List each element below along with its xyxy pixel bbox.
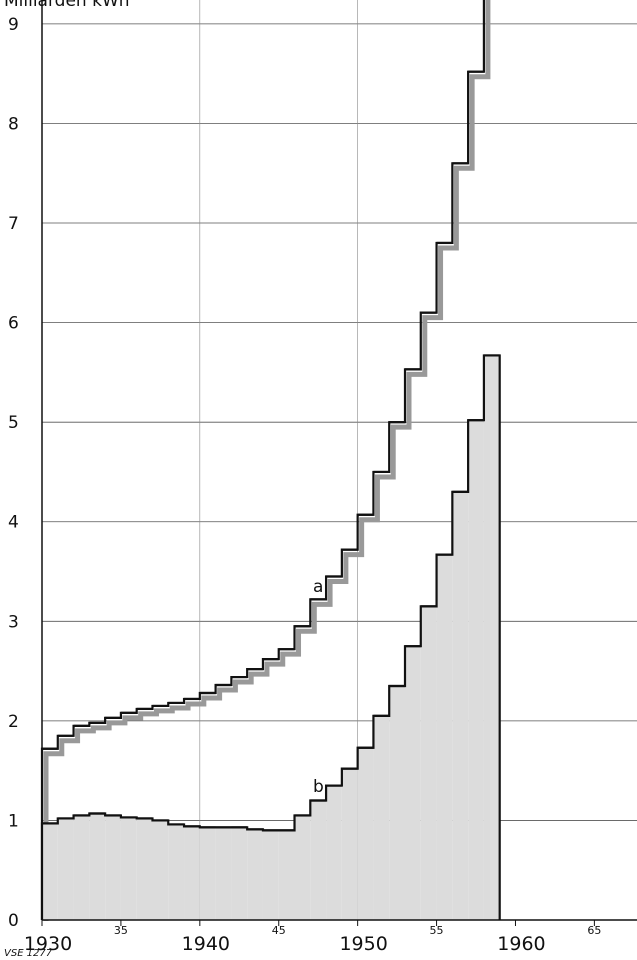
x-tick-label: 1940 [182,933,230,955]
x-tick-label: 1960 [497,933,545,955]
y-tick-label: 9 [8,15,19,35]
area-bar [404,646,421,920]
area-bar [136,818,153,920]
x-tick-label: 55 [430,924,444,937]
area-bar [452,491,469,920]
x-tick-label: 1930 [24,933,72,955]
area-bar [168,824,185,920]
figure-note: VSE 1277 [4,948,53,959]
area-bar [73,815,90,920]
area-bar [468,420,484,920]
area-bar [483,355,500,920]
axis-title: Milliarden kWh [4,0,130,11]
area-bar [57,818,74,920]
step-shadow [43,0,491,921]
area-bar [152,820,169,920]
x-tick-label: 35 [114,924,128,937]
area-bar [262,830,279,920]
area-bar [278,830,295,920]
area-bar [42,823,58,920]
plot [40,0,637,921]
area-bar [436,554,453,920]
area-bar [310,800,327,920]
area-bar [184,826,200,920]
area-bar [294,815,311,920]
area-bar [199,827,216,920]
area-bar [341,768,358,920]
area-bar [389,686,405,920]
legend-label: b [313,777,324,797]
y-tick-label: 0 [8,911,19,931]
x-tick-label: 1950 [339,933,387,955]
y-tick-label: 1 [8,811,19,831]
area-bar [215,827,232,920]
area-bar [373,715,390,920]
y-tick-label: 8 [8,114,19,134]
y-tick-label: 5 [8,413,19,433]
area-bar [105,815,121,920]
area-bar [231,827,248,920]
y-tick-label: 4 [8,513,19,533]
x-tick-label: 45 [272,924,286,937]
x-tick-label: 65 [587,924,601,937]
area-bar [326,785,342,920]
y-tick-label: 7 [8,214,19,234]
area-bar [247,829,263,920]
y-tick-label: 6 [8,314,19,334]
y-tick-label: 3 [8,612,19,632]
area-bar [120,817,137,920]
y-tick-label: 2 [8,712,19,732]
area-bar [89,813,106,920]
area-bar [420,606,437,920]
area-bar [357,747,374,920]
legend-label: a [313,577,323,597]
